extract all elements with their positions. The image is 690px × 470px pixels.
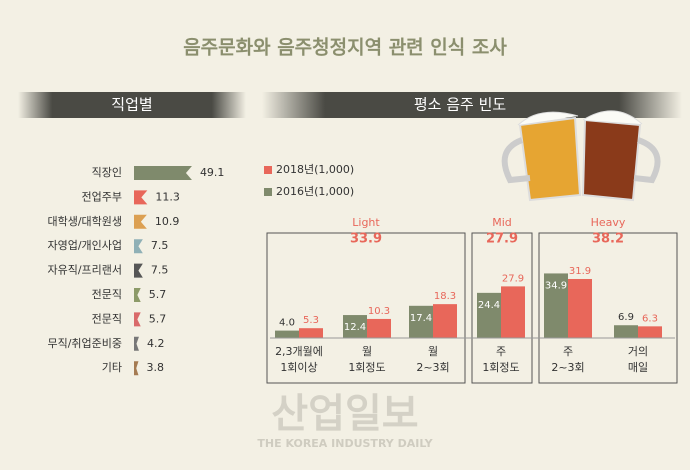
beer-mugs <box>501 110 661 202</box>
category-label: 대학생/대학원생 <box>47 215 122 228</box>
group-name: Heavy <box>591 216 626 229</box>
category-label: 자유직/프리랜서 <box>47 264 122 277</box>
watermark-subtitle: THE KOREA INDUSTRY DAILY <box>257 437 433 450</box>
watermark-title: 산업일보 <box>271 391 418 437</box>
category-label: 무직/취업준비중 <box>47 337 122 350</box>
chart-title: 평소 음주 빈도 <box>414 96 507 114</box>
bar <box>409 305 433 338</box>
category-label: 직장인 <box>92 166 122 179</box>
value-label: 5.7 <box>149 312 167 325</box>
value-label: 7.5 <box>151 264 169 277</box>
value-label: 7.5 <box>151 239 169 252</box>
value-label: 5.7 <box>149 288 167 301</box>
bar <box>568 278 592 338</box>
group-value: 38.2 <box>592 232 624 247</box>
value-label: 4.0 <box>279 318 295 329</box>
category-label: 전업주부 <box>82 190 122 203</box>
legend-swatch <box>264 166 272 174</box>
bar <box>134 336 139 351</box>
bar <box>275 330 299 338</box>
bar <box>134 263 143 278</box>
group-value: 27.9 <box>486 232 518 247</box>
value-label: 18.3 <box>434 291 456 302</box>
legend-label: 2016년(1,000) <box>276 185 354 198</box>
bar <box>134 312 141 327</box>
value-label: 5.3 <box>303 315 319 326</box>
value-label: 27.9 <box>502 273 524 284</box>
value-label: 34.9 <box>545 280 567 291</box>
group-box <box>471 232 533 384</box>
category-label: 전문직 <box>92 288 122 301</box>
group-box <box>266 232 466 384</box>
category-label: 전문직 <box>92 312 122 325</box>
group-value: 33.9 <box>350 232 382 247</box>
category-label: 월 2~3회 <box>416 345 449 374</box>
group-name: Mid <box>492 216 512 229</box>
value-label: 11.3 <box>155 190 180 203</box>
value-label: 49.1 <box>200 166 225 179</box>
bar <box>433 304 457 338</box>
group-name: Light <box>352 216 380 229</box>
legend-label: 2018년(1,000) <box>276 163 354 176</box>
category-label: 월 1회정도 <box>348 345 385 374</box>
bar <box>367 318 391 338</box>
bar <box>134 214 147 229</box>
bar <box>501 286 525 338</box>
bar <box>614 325 638 338</box>
bar <box>134 190 148 205</box>
category-label: 거의 매일 <box>628 345 648 374</box>
bar <box>134 361 139 376</box>
header-strip <box>18 92 246 118</box>
value-label: 10.3 <box>368 306 390 317</box>
bar <box>477 292 501 338</box>
value-label: 6.9 <box>618 312 634 323</box>
page-title: 음주문화와 음주청정지역 관련 인식 조사 <box>183 37 507 59</box>
value-label: 4.2 <box>147 337 165 350</box>
category-label: 주 2~3회 <box>551 345 584 374</box>
bar <box>638 326 662 338</box>
bar <box>134 166 192 180</box>
bar <box>134 288 141 302</box>
value-label: 10.9 <box>155 215 180 228</box>
bar <box>343 315 367 338</box>
chart-title: 직업별 <box>111 96 152 114</box>
category-label: 2,3개월에 1회이상 <box>275 345 323 374</box>
bar <box>134 239 143 254</box>
category-label: 주 1회정도 <box>482 345 519 374</box>
legend-swatch <box>264 188 272 196</box>
category-label: 자영업/개인사업 <box>47 239 122 252</box>
value-label: 17.4 <box>410 313 432 324</box>
value-label: 24.4 <box>478 300 500 311</box>
bar <box>544 273 568 338</box>
value-label: 6.3 <box>642 313 658 324</box>
bar <box>299 328 323 338</box>
value-label: 3.8 <box>146 361 164 374</box>
category-label: 기타 <box>102 361 122 374</box>
value-label: 31.9 <box>569 266 591 277</box>
group-box <box>538 232 678 384</box>
value-label: 12.4 <box>344 322 366 333</box>
